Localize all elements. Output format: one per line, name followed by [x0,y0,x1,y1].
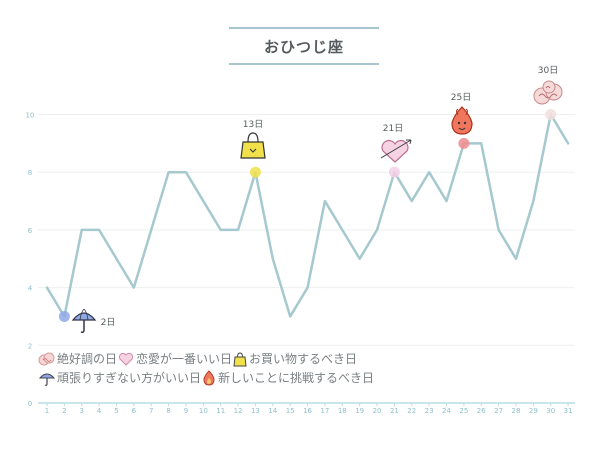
day-marker [58,310,70,322]
umbrella-icon [71,308,97,333]
x-tick-label: 28 [512,407,521,415]
lucky-cloud-icon [533,80,563,105]
x-tick-label: 9 [184,407,188,415]
y-tick-label: 10 [26,112,35,120]
legend-label-lucky: 絶好調の日 [57,352,118,366]
x-tick-label: 5 [114,407,118,415]
shopping-bag-icon [233,351,247,366]
x-tick-label: 12 [234,407,243,415]
heart-icon [380,139,412,163]
legend-label-love: 恋愛が一番いい日 [136,352,233,366]
day-marker [458,137,470,149]
x-tick-label: 19 [355,407,364,415]
day-annotation-label: 21日 [383,123,403,134]
legend: 絶好調の日 恋愛が一番いい日 お買い物するべき日 頑張りすぎない方がいい日 [38,349,374,387]
x-tick-label: 4 [97,407,102,415]
day-marker [545,109,557,120]
day-annotation-label: 25日 [451,92,471,103]
y-tick-label: 2 [28,342,32,350]
x-tick-label: 21 [390,407,399,415]
legend-row-1: 絶好調の日 恋愛が一番いい日 お買い物するべき日 [38,349,374,368]
day-annotation-label: 2日 [101,317,116,328]
y-tick-label: 6 [28,227,33,235]
heart-icon [118,352,134,366]
legend-item-shopping: お買い物するべき日 [232,350,357,367]
x-tick-label: 20 [373,407,382,415]
x-tick-label: 26 [477,407,486,415]
legend-label-challenge: 新しいことに挑戦するべき日 [218,371,375,385]
x-tick-label: 10 [199,407,208,415]
legend-item-umbrella: 頑張りすぎない方がいい日 [38,369,201,386]
y-tick-label: 4 [28,285,33,293]
x-tick-label: 8 [166,407,170,415]
legend-item-love: 恋愛が一番いい日 [117,350,232,367]
x-tick-label: 16 [303,407,312,415]
day-annotation-label: 30日 [538,65,558,76]
x-tick-label: 15 [286,407,295,415]
x-tick-label: 23 [425,407,434,415]
x-tick-label: 14 [268,407,277,415]
day-marker [249,166,261,178]
y-tick-label: 8 [28,169,32,177]
x-tick-label: 27 [494,407,503,415]
legend-label-umbrella: 頑張りすぎない方がいい日 [57,371,202,385]
series-line [45,113,570,318]
x-tick-label: 3 [80,407,84,415]
legend-label-shopping: お買い物するべき日 [249,352,358,366]
x-tick-label: 25 [459,407,468,415]
x-tick-label: 24 [442,407,451,415]
legend-row-2: 頑張りすぎない方がいい日 新しいことに挑戦するべき日 [38,368,374,387]
x-tick-label: 31 [564,407,573,415]
legend-item-lucky: 絶好調の日 [38,350,117,367]
x-tick-label: 7 [149,407,153,415]
y-tick-label: 0 [28,400,32,408]
flame-icon [203,369,215,386]
x-tick-label: 13 [251,407,260,415]
x-tick-label: 29 [529,407,538,415]
day-annotation-label: 13日 [243,119,263,130]
day-marker [388,166,400,178]
x-tick-label: 30 [546,407,555,415]
x-tick-label: 1 [45,407,49,415]
title-box: おひつじ座 [229,27,379,65]
x-tick-label: 17 [320,407,329,415]
chart-title: おひつじ座 [263,37,344,56]
umbrella-icon [38,373,56,386]
shopping-bag-icon [240,132,266,159]
x-tick-label: 6 [132,407,137,415]
x-tick-label: 18 [338,407,347,415]
x-tick-label: 11 [216,407,225,415]
lucky-cloud-icon [38,352,55,365]
x-tick-label: 22 [407,407,416,415]
legend-item-challenge: 新しいことに挑戦するべき日 [201,369,374,386]
flame-icon [451,106,473,135]
x-tick-label: 2 [62,407,66,415]
